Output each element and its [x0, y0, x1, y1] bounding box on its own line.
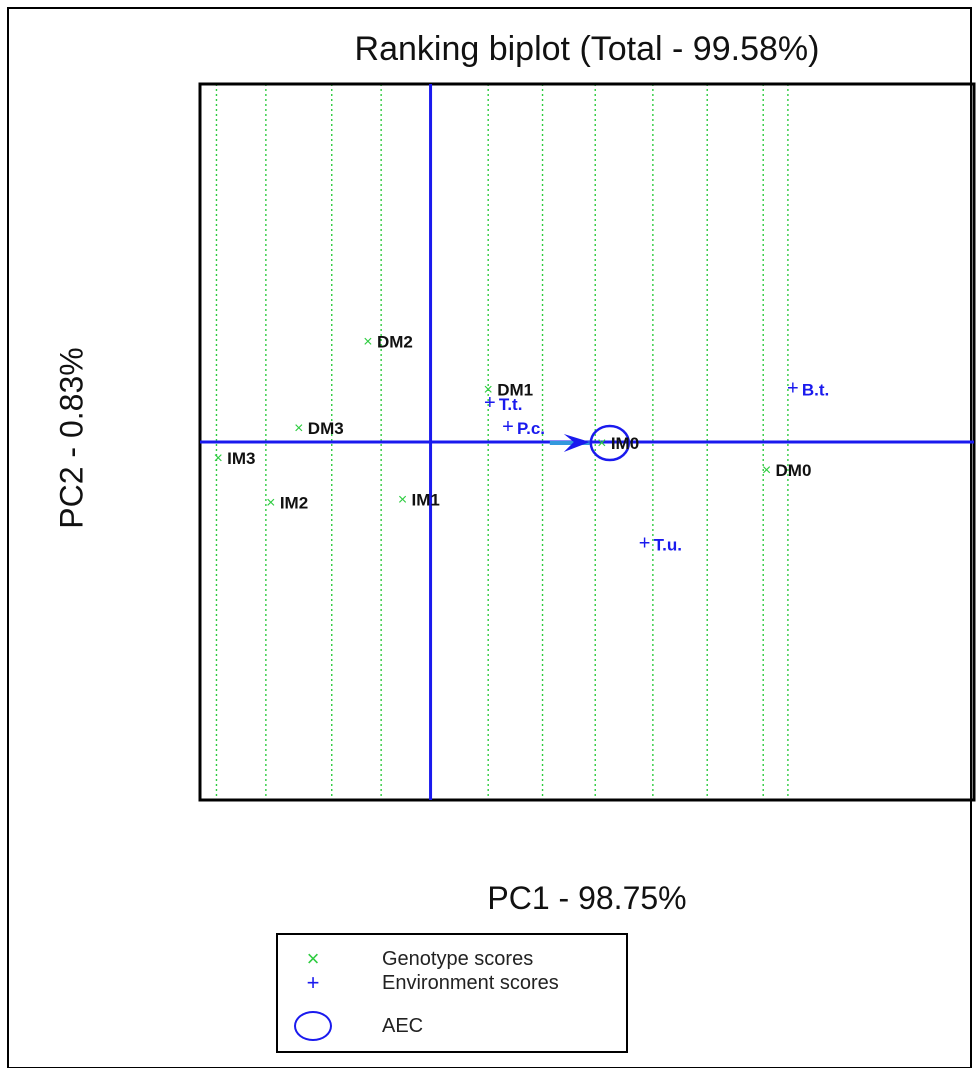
genotype-label: DM3	[308, 419, 344, 438]
environment-label: T.t.	[499, 395, 523, 414]
environment-marker: +	[484, 392, 496, 414]
environment-marker: +	[787, 377, 799, 399]
genotype-label: DM2	[377, 333, 413, 352]
environment-label: B.t.	[802, 380, 829, 399]
plus-marker-icon: +	[306, 970, 320, 995]
genotype-label: IM1	[412, 491, 440, 510]
genotype-label: IM0	[611, 434, 639, 453]
genotype-label: IM2	[280, 494, 308, 513]
genotype-marker: ×	[294, 420, 303, 437]
genotype-label: DM1	[497, 380, 533, 399]
page-border	[7, 7, 972, 1068]
environment-label: T.u.	[654, 535, 682, 554]
environment-label: P.c.	[517, 419, 545, 438]
genotype-label: DM0	[776, 461, 812, 480]
y-axis-label: PC2 - 0.83%	[53, 347, 90, 529]
legend-item-environment: + Environment scores	[278, 971, 626, 995]
legend-label: Environment scores	[382, 972, 559, 994]
genotype-marker: ×	[266, 495, 275, 512]
x-marker-icon: ×	[306, 946, 320, 971]
legend-item-genotype: × Genotype scores	[278, 947, 626, 971]
genotype-marker: ×	[484, 381, 493, 398]
legend-label: Genotype scores	[382, 948, 534, 970]
legend: × Genotype scores + Environment scores A…	[276, 933, 628, 1053]
chart-title: Ranking biplot (Total - 99.58%)	[354, 30, 820, 68]
aec-arrowhead	[563, 434, 590, 452]
x-axis-label: PC1 - 98.75%	[487, 880, 687, 916]
legend-item-aec: AEC	[278, 1009, 626, 1043]
genotype-label: IM3	[227, 449, 255, 468]
genotype-marker: ×	[363, 334, 372, 351]
aec-ellipse	[589, 424, 631, 462]
genotype-marker: ×	[762, 462, 771, 479]
environment-marker: +	[502, 416, 514, 438]
genotype-marker: ×	[597, 435, 606, 452]
genotype-marker: ×	[398, 492, 407, 509]
genotype-marker: ×	[213, 450, 222, 467]
ellipse-icon	[294, 1011, 332, 1041]
environment-marker: +	[639, 532, 651, 554]
legend-label: AEC	[382, 1015, 424, 1037]
